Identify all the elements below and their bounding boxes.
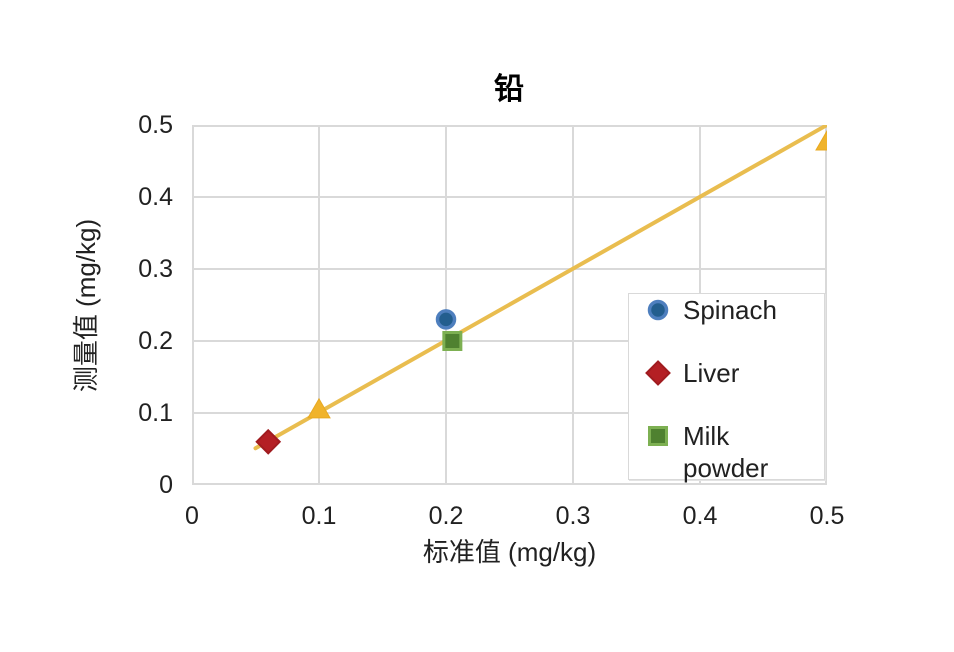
data-point-triangle [815,130,827,151]
legend-label: Liver [683,358,740,388]
legend-square-glyph [648,426,668,446]
legend-item-liver: Liver [643,357,824,420]
y-tick-label: 0.1 [138,399,173,427]
legend-marker-diamond [643,357,683,389]
trendline [253,125,827,451]
plot-border [192,125,827,485]
data-point-milk-powder [442,331,463,351]
x-tick-label: 0.2 [428,502,464,530]
legend: Spinach Liver Milk powder [628,293,825,483]
plot-area [192,125,827,485]
y-tick-label: 0.4 [138,183,173,211]
legend-item-milk-powder: Milk powder [643,420,824,484]
chart-title: 铅 [494,73,525,106]
y-tick-label: 0 [159,471,173,499]
legend-marker-circle [643,294,683,326]
x-tick-label: 0 [185,502,199,530]
x-axis-title: 标准值 (mg/kg) [422,537,597,567]
legend-marker-square [643,420,683,452]
legend-label: Milk powder [683,421,769,483]
x-tick-label: 0.3 [555,502,591,530]
x-tick-label: 0.1 [301,502,337,530]
legend-circle-glyph [647,299,669,321]
legend-diamond-glyph [645,360,671,386]
y-tick-label: 0.5 [138,111,173,139]
legend-square-icon [648,426,668,446]
legend-circle-icon [647,299,669,321]
x-tick-label: 0.5 [809,502,845,530]
y-tick-label: 0.2 [138,327,173,355]
legend-diamond-icon [645,360,671,386]
legend-item-spinach: Spinach [643,294,824,357]
data-point-liver [255,428,282,455]
y-axis-title: 测量值 (mg/kg) [71,218,102,392]
y-tick-label: 0.3 [138,255,173,283]
y-axis-title-wrap: 测量值 (mg/kg) [64,125,106,485]
data-point-spinach [435,309,457,330]
plot-canvas [192,125,827,485]
data-point-triangle [307,397,331,419]
x-tick-label: 0.4 [682,502,718,530]
legend-label: Spinach [683,295,777,325]
